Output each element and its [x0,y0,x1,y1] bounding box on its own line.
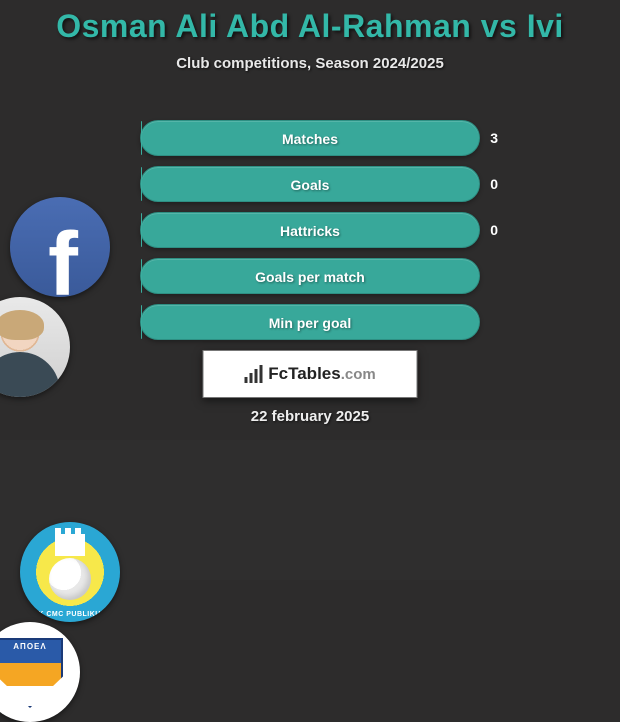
chart-icon [244,365,262,383]
stat-label: Matches [141,121,479,157]
ball-icon [49,558,91,600]
hair-shape [0,310,44,340]
club-right-crest: ΑΠΟΕΛ [0,622,80,722]
stat-label: Hattricks [141,213,479,249]
brand-badge[interactable]: FcTables.com [203,350,418,398]
stat-row: Goals per match [140,258,480,294]
facebook-icon: f [48,234,78,297]
stat-right-value: 3 [490,120,498,156]
club-right-label: ΑΠΟΕΛ [0,642,80,651]
player-right-avatar [0,297,70,397]
jersey-shape [0,352,60,397]
stat-right-value: 0 [490,212,498,248]
stat-row: Matches 3 [140,120,480,156]
stat-row: Hattricks 0 [140,212,480,248]
brand-domain: .com [341,366,376,383]
brand-name: FcTables [268,364,340,383]
club-left-label: NK CMC PUBLIKUM [20,611,120,618]
club-left-crest: NK CMC PUBLIKUM [20,522,120,622]
brand-text: FcTables.com [268,364,375,384]
stat-label: Goals [141,167,479,203]
stat-bar-track: Min per goal [140,304,480,340]
stat-row: Min per goal [140,304,480,340]
stat-label: Goals per match [141,259,479,295]
stat-label: Min per goal [141,305,479,341]
stat-bar-track: Matches [140,120,480,156]
stat-bar-track: Goals per match [140,258,480,294]
stat-bar-track: Goals [140,166,480,202]
stat-row: Goals 0 [140,166,480,202]
stat-right-value: 0 [490,166,498,202]
date-label: 22 february 2025 [0,408,620,425]
stat-bar-track: Hattricks [140,212,480,248]
stats-bars: Matches 3 Goals 0 Hattricks 0 Goals pe [140,120,480,350]
castle-icon [55,534,85,556]
subtitle: Club competitions, Season 2024/2025 [0,55,620,72]
player-left-avatar: f [10,197,110,297]
page-title: Osman Ali Abd Al-Rahman vs Ivi [0,0,620,45]
